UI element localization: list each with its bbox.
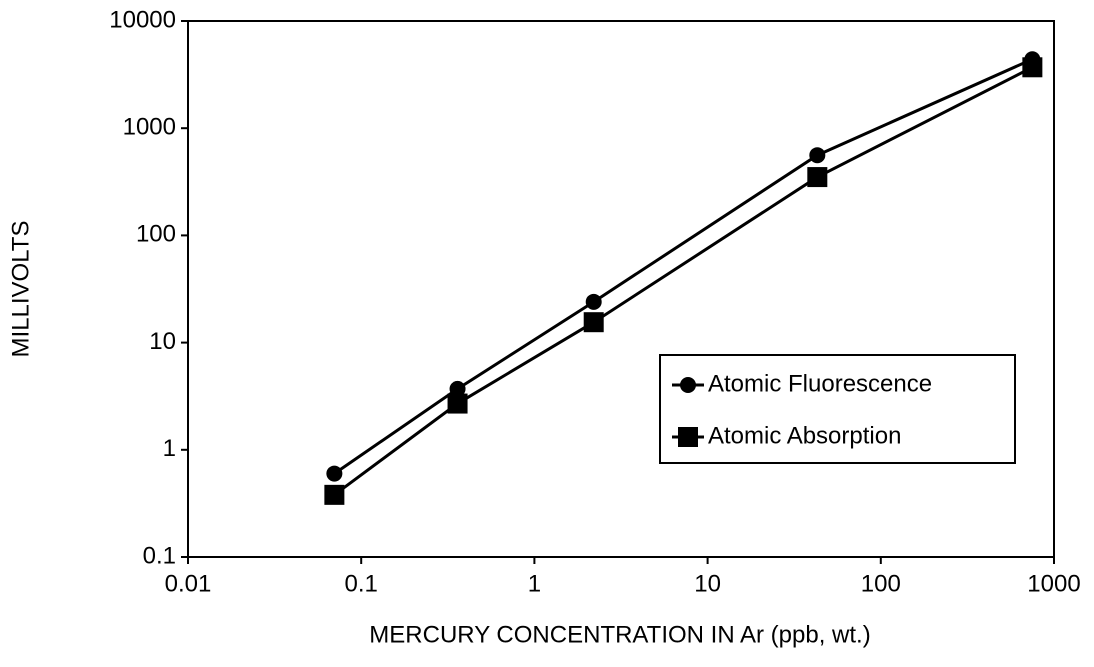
- y-tick-label: 1: [163, 435, 176, 462]
- marker: [807, 167, 828, 188]
- marker: [324, 484, 345, 505]
- marker: [809, 147, 826, 164]
- x-axis-label: MERCURY CONCENTRATION IN Ar (ppb, wt.): [369, 621, 870, 648]
- y-tick-label: 100: [136, 221, 176, 248]
- x-tick-label: 1: [528, 570, 541, 597]
- legend-marker: [680, 377, 696, 393]
- x-tick-label: 0.01: [165, 570, 212, 597]
- legend-label: Atomic Absorption: [708, 422, 901, 449]
- marker: [1022, 57, 1043, 78]
- marker: [447, 393, 468, 414]
- legend-marker: [678, 427, 698, 447]
- marker: [585, 293, 602, 310]
- x-tick-label: 0.1: [345, 570, 378, 597]
- y-tick-label: 0.1: [143, 542, 176, 569]
- legend-box: [659, 354, 1016, 464]
- plot-frame: [187, 20, 1055, 558]
- y-tick-label: 10: [149, 328, 176, 355]
- x-tick-label: 1000: [1027, 570, 1080, 597]
- legend-label: Atomic Fluorescence: [708, 370, 932, 397]
- y-tick-label: 1000: [123, 114, 176, 141]
- marker: [583, 312, 604, 333]
- marker: [449, 380, 466, 397]
- x-tick-label: 100: [861, 570, 901, 597]
- y-axis-label: MILLIVOLTS: [7, 221, 34, 358]
- x-tick-label: 10: [694, 570, 721, 597]
- y-tick-label: 10000: [109, 6, 176, 33]
- marker: [326, 465, 343, 482]
